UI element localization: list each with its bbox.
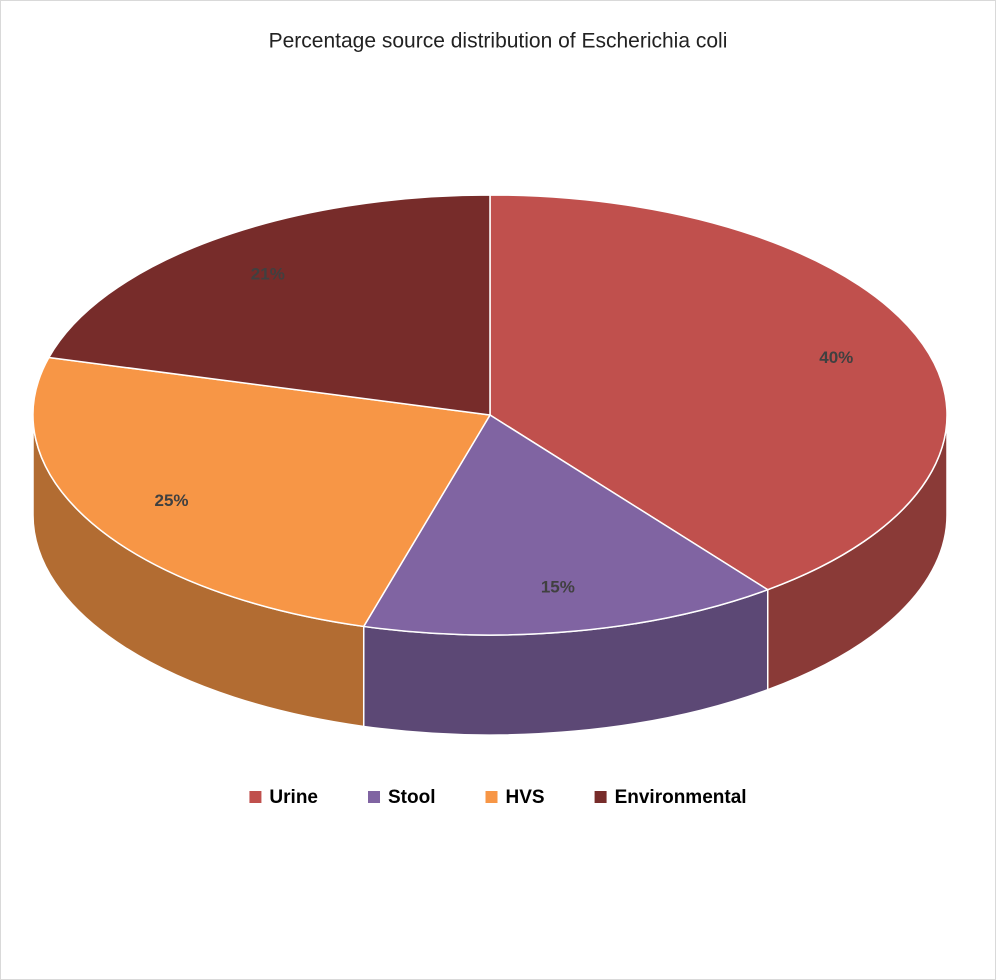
legend-label: Urine (269, 787, 318, 808)
slice (47, 194, 491, 416)
slice (362, 413, 770, 636)
legend-swatch (249, 791, 262, 803)
chart-title: Percentage source distribution of Escher… (269, 30, 728, 53)
legend-label: Stool (388, 787, 436, 808)
legend-swatch (594, 791, 607, 803)
slice (489, 194, 948, 591)
value-label: 25% (154, 491, 188, 510)
slice (32, 356, 492, 628)
value-label: 40% (819, 348, 853, 367)
legend-label: HVS (506, 787, 545, 808)
legend-label: Environmental (615, 787, 747, 808)
value-label: 21% (251, 265, 285, 284)
legend-swatch (368, 791, 381, 803)
legend-swatch (485, 791, 498, 803)
value-label: 15% (541, 577, 575, 596)
